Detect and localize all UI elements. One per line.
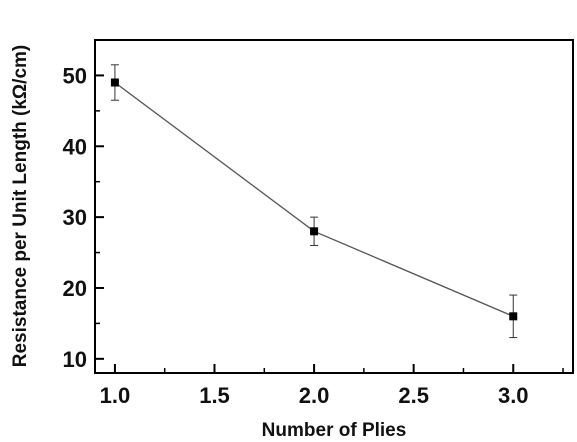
series-group <box>110 64 518 339</box>
x-tick-label: 2.5 <box>398 383 429 408</box>
y-axis-ticks: 10 20 30 40 50 <box>63 63 104 372</box>
plot-frame <box>94 39 574 374</box>
y-tick-label: 30 <box>63 205 87 230</box>
x-axis-label: Number of Plies <box>262 420 407 441</box>
data-point-marker <box>310 227 319 236</box>
y-tick-label: 10 <box>63 347 87 372</box>
x-tick-label: 2.0 <box>299 383 330 408</box>
data-point-marker <box>110 78 119 87</box>
data-point-marker <box>509 312 518 321</box>
y-tick-label: 20 <box>63 276 87 301</box>
x-tick-label: 3.0 <box>498 383 529 408</box>
x-axis-ticks: 1.0 1.5 2.0 2.5 3.0 <box>100 364 564 408</box>
x-tick-label: 1.0 <box>100 383 131 408</box>
y-axis-label: Resistance per Unit Length (kΩ/cm) <box>10 45 31 367</box>
series-line <box>114 81 514 317</box>
y-tick-label: 40 <box>63 134 87 159</box>
y-tick-label: 50 <box>63 63 87 88</box>
x-tick-label: 1.5 <box>199 383 230 408</box>
